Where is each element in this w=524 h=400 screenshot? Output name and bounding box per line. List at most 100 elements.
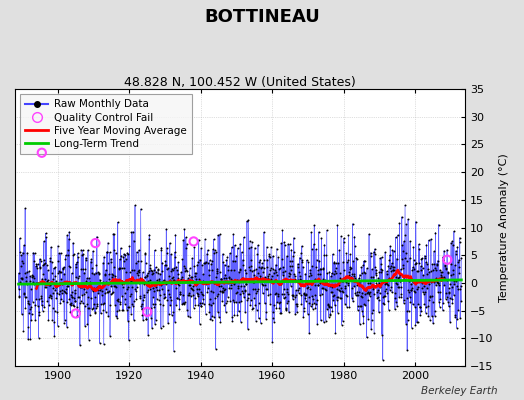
- Point: [447, 272, 455, 278]
- Point: [166, 240, 174, 246]
- Point: [417, 308, 425, 314]
- Point: [207, 261, 215, 267]
- Point: [419, 272, 428, 278]
- Point: [306, 266, 314, 273]
- Point: [252, 289, 260, 296]
- Point: [98, 288, 106, 295]
- Point: [238, 278, 247, 284]
- Point: [189, 283, 198, 290]
- Point: [48, 304, 57, 311]
- Point: [406, 299, 414, 305]
- Point: [190, 263, 198, 269]
- Point: [144, 278, 152, 284]
- Point: [334, 294, 342, 300]
- Point: [360, 268, 368, 275]
- Point: [310, 299, 318, 306]
- Point: [421, 255, 429, 261]
- Point: [362, 286, 370, 292]
- Point: [231, 258, 239, 264]
- Point: [232, 252, 241, 259]
- Point: [102, 279, 111, 285]
- Point: [447, 240, 455, 246]
- Point: [118, 284, 127, 290]
- Point: [423, 266, 432, 272]
- Point: [17, 258, 26, 264]
- Point: [389, 264, 397, 270]
- Point: [448, 300, 456, 306]
- Point: [255, 300, 263, 306]
- Point: [104, 239, 112, 246]
- Point: [152, 269, 160, 275]
- Point: [117, 265, 126, 272]
- Point: [151, 264, 160, 271]
- Point: [91, 240, 100, 246]
- Point: [149, 294, 158, 300]
- Point: [173, 275, 182, 282]
- Point: [31, 280, 40, 287]
- Point: [336, 295, 345, 301]
- Point: [299, 264, 307, 270]
- Point: [393, 281, 401, 287]
- Point: [384, 298, 392, 304]
- Point: [392, 280, 400, 286]
- Point: [190, 238, 198, 245]
- Point: [101, 309, 110, 315]
- Point: [375, 309, 383, 316]
- Point: [309, 278, 317, 285]
- Point: [138, 306, 146, 312]
- Point: [322, 252, 331, 258]
- Point: [108, 290, 116, 296]
- Point: [203, 250, 211, 257]
- Point: [96, 287, 105, 294]
- Point: [194, 302, 203, 308]
- Point: [308, 246, 316, 253]
- Point: [129, 228, 137, 235]
- Point: [369, 307, 377, 314]
- Point: [276, 265, 284, 272]
- Point: [84, 294, 92, 300]
- Point: [454, 256, 463, 263]
- Point: [156, 301, 165, 307]
- Point: [402, 295, 411, 301]
- Y-axis label: Temperature Anomaly (°C): Temperature Anomaly (°C): [499, 153, 509, 302]
- Point: [177, 276, 185, 283]
- Point: [37, 295, 46, 302]
- Point: [34, 281, 42, 288]
- Point: [353, 292, 362, 298]
- Point: [209, 246, 217, 252]
- Point: [199, 271, 208, 277]
- Point: [374, 294, 382, 300]
- Point: [236, 267, 244, 273]
- Point: [356, 278, 365, 284]
- Point: [260, 282, 269, 288]
- Point: [385, 252, 394, 259]
- Point: [264, 272, 272, 279]
- Point: [132, 260, 140, 266]
- Point: [117, 252, 125, 259]
- Point: [60, 320, 68, 326]
- Point: [300, 304, 308, 311]
- Point: [301, 295, 309, 302]
- Point: [212, 274, 220, 280]
- Point: [192, 282, 200, 288]
- Point: [420, 291, 428, 297]
- Point: [51, 287, 60, 293]
- Point: [394, 232, 402, 238]
- Point: [290, 249, 298, 255]
- Point: [454, 307, 463, 313]
- Point: [209, 288, 217, 295]
- Point: [87, 256, 95, 262]
- Title: 48.828 N, 100.452 W (United States): 48.828 N, 100.452 W (United States): [124, 76, 356, 89]
- Point: [99, 259, 107, 266]
- Point: [99, 301, 107, 308]
- Point: [46, 292, 54, 298]
- Point: [91, 294, 99, 300]
- Point: [162, 226, 170, 232]
- Point: [389, 248, 398, 254]
- Point: [209, 300, 217, 306]
- Point: [296, 276, 304, 283]
- Point: [78, 252, 86, 258]
- Point: [271, 267, 279, 273]
- Point: [43, 278, 51, 284]
- Point: [384, 282, 392, 288]
